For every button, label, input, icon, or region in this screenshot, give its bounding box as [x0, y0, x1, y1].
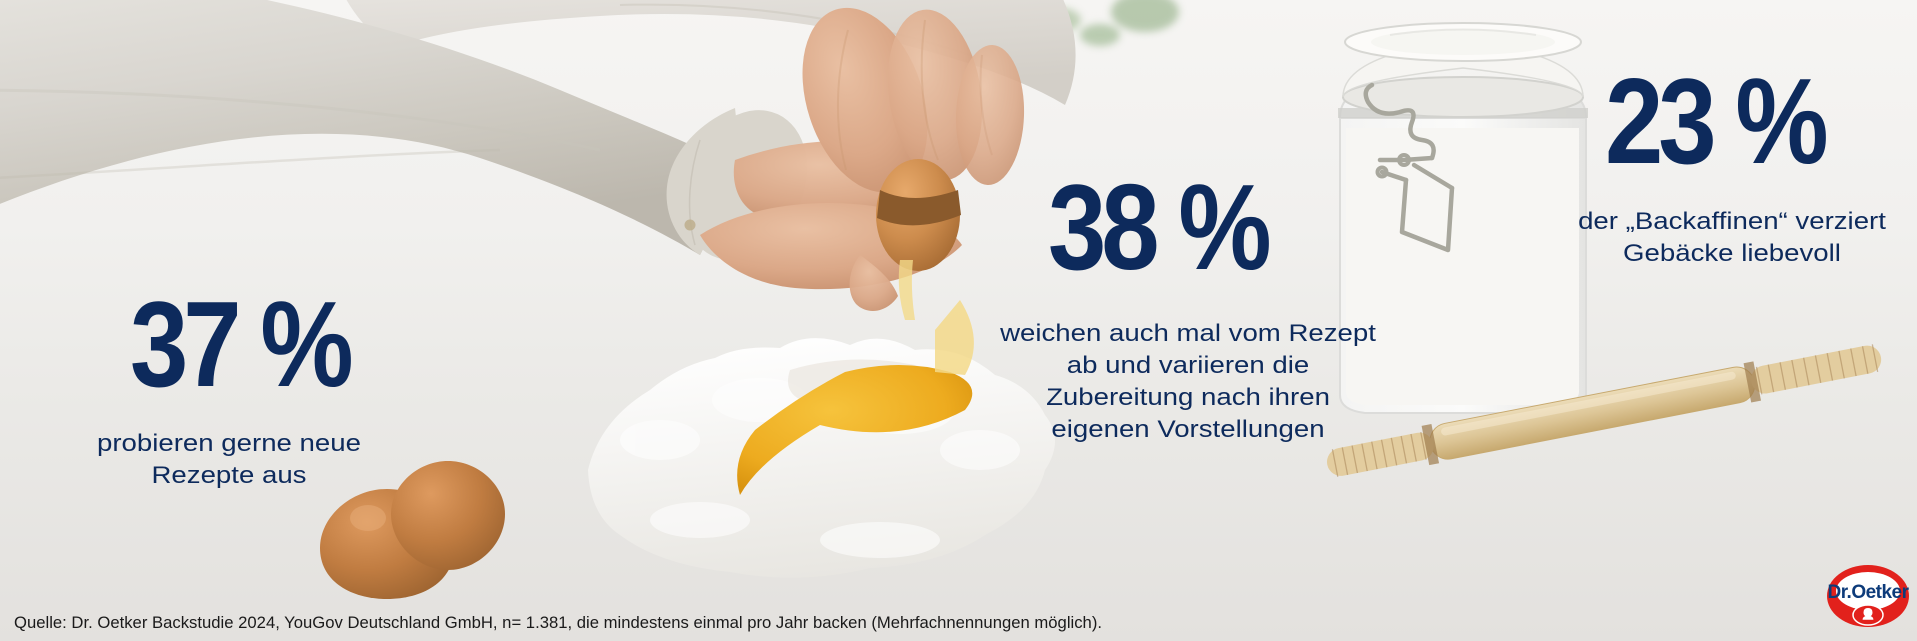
- svg-text:Dr.Oetker: Dr.Oetker: [1827, 582, 1909, 603]
